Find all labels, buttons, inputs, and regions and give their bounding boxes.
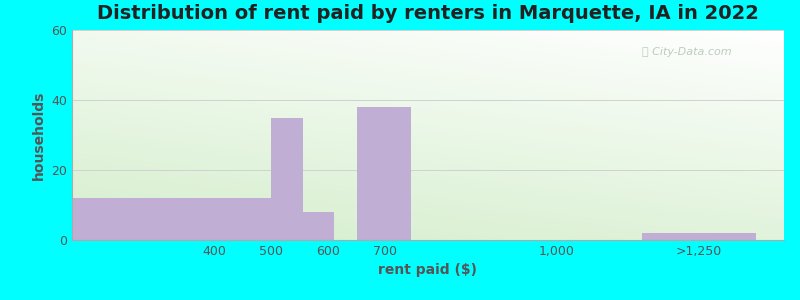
Bar [271,118,302,240]
Text: Ⓢ City-Data.com: Ⓢ City-Data.com [642,47,731,57]
Title: Distribution of rent paid by renters in Marquette, IA in 2022: Distribution of rent paid by renters in … [97,4,759,23]
Bar [302,212,334,240]
X-axis label: rent paid ($): rent paid ($) [378,263,478,278]
Y-axis label: households: households [32,90,46,180]
Bar [357,107,411,240]
Bar [642,233,755,240]
Bar [72,198,271,240]
